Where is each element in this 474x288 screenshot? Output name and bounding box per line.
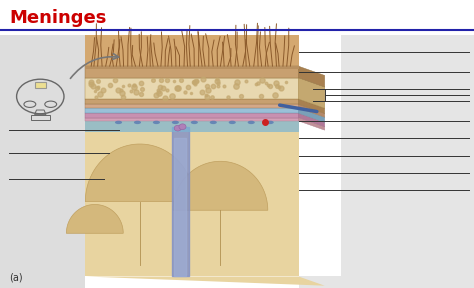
Polygon shape <box>85 113 299 118</box>
Ellipse shape <box>191 121 198 124</box>
Ellipse shape <box>115 121 122 124</box>
Polygon shape <box>66 204 123 233</box>
Polygon shape <box>85 118 299 121</box>
Polygon shape <box>299 108 325 122</box>
Polygon shape <box>85 66 299 69</box>
Polygon shape <box>299 113 325 127</box>
Polygon shape <box>85 35 299 66</box>
Ellipse shape <box>210 121 217 124</box>
Polygon shape <box>85 99 299 104</box>
Ellipse shape <box>172 121 179 124</box>
Ellipse shape <box>228 121 236 124</box>
Polygon shape <box>299 99 325 113</box>
Bar <box>85 35 341 276</box>
Polygon shape <box>85 276 325 286</box>
Ellipse shape <box>247 121 255 124</box>
Bar <box>31 115 50 120</box>
Polygon shape <box>299 104 325 117</box>
Text: (a): (a) <box>9 272 23 282</box>
Polygon shape <box>299 66 325 87</box>
Ellipse shape <box>174 125 181 131</box>
Polygon shape <box>85 78 299 99</box>
Ellipse shape <box>153 121 160 124</box>
Polygon shape <box>85 108 299 113</box>
Polygon shape <box>85 66 299 78</box>
Ellipse shape <box>134 121 141 124</box>
Text: Meninges: Meninges <box>9 9 107 27</box>
Bar <box>0 35 85 288</box>
Polygon shape <box>85 144 194 202</box>
Polygon shape <box>85 104 299 108</box>
Polygon shape <box>299 78 325 108</box>
Polygon shape <box>85 121 299 132</box>
Polygon shape <box>173 161 268 210</box>
Polygon shape <box>299 118 325 130</box>
Ellipse shape <box>266 121 273 124</box>
Ellipse shape <box>179 124 186 130</box>
Bar <box>299 35 474 288</box>
Bar <box>35 82 46 88</box>
Polygon shape <box>85 121 299 276</box>
